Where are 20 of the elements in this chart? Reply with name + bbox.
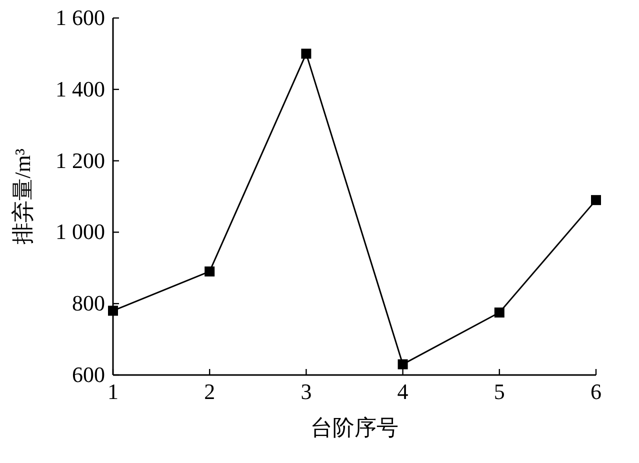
y-tick-label: 1 000 — [56, 219, 105, 244]
x-axis-title: 台阶序号 — [310, 415, 398, 440]
x-tick-label: 5 — [494, 379, 505, 404]
x-tick-label: 4 — [397, 379, 408, 404]
point — [591, 195, 601, 206]
point — [494, 308, 504, 318]
point — [204, 266, 215, 276]
y-tick-label: 600 — [72, 362, 105, 387]
y-axis-title: 排弃量/m³ — [10, 148, 35, 244]
y-tick-label: 1 600 — [56, 5, 105, 30]
y-tick-label: 800 — [72, 290, 105, 316]
point — [301, 48, 312, 59]
x-tick-label: 6 — [590, 379, 602, 404]
x-tick-label: 1 — [108, 379, 118, 404]
x-tick-label: 3 — [300, 379, 312, 404]
x-tick-label: 2 — [204, 379, 216, 404]
point — [108, 306, 118, 316]
y-tick-label: 1 200 — [56, 148, 105, 173]
y-tick-label: 1 400 — [56, 76, 105, 102]
point — [398, 359, 408, 370]
